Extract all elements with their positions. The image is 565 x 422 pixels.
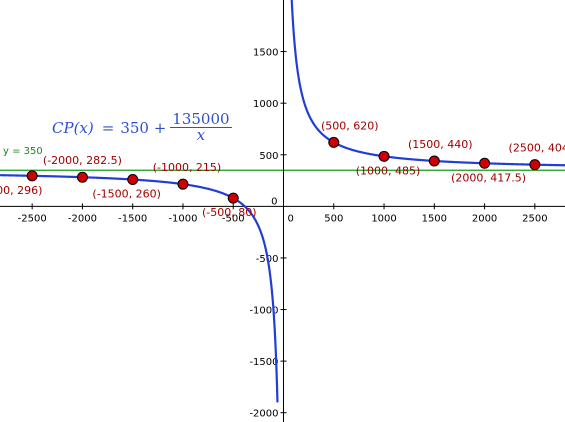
- points-layer: (-2500, 296) (-2000, 282.5) (-1500, 260) (-…: [0, 119, 565, 219]
- x-tick-label: -500: [222, 213, 245, 224]
- data-point-label: (-2500, 296): [0, 184, 42, 197]
- x-tick-label: 2000: [472, 213, 497, 224]
- x-tick-label: 2500: [522, 213, 547, 224]
- curve-layer: [0, 0, 565, 403]
- data-point: [76, 171, 88, 183]
- x-tick-label: 1000: [371, 213, 396, 224]
- formula-numerator: 135000: [170, 110, 232, 128]
- data-point: [479, 157, 491, 169]
- data-point-label: (500, 620): [321, 119, 379, 132]
- x-tick-label: 0: [288, 213, 294, 224]
- data-point-label: (2000, 417.5): [451, 171, 526, 184]
- data-point: [177, 178, 189, 190]
- data-point: [26, 170, 38, 182]
- y-tick-label: 1000: [253, 99, 278, 110]
- formula-fraction: 135000 x: [170, 110, 232, 144]
- data-point: [328, 136, 340, 148]
- data-point-label: (-2000, 282.5): [43, 154, 122, 167]
- x-tick-label: -1500: [118, 213, 147, 224]
- y-tick-label: 0: [271, 196, 277, 207]
- y-tick-label: -2000: [249, 409, 278, 420]
- data-point-label: (-500, 80): [202, 206, 257, 219]
- data-point: [529, 159, 541, 171]
- x-tick-label: 500: [324, 213, 343, 224]
- data-point-label: (2500, 404): [509, 142, 565, 155]
- x-tick-label: -1000: [168, 213, 197, 224]
- y-tick-label: -1500: [249, 357, 278, 368]
- y-tick-label: 500: [259, 151, 278, 162]
- x-tick-label: -2500: [18, 213, 47, 224]
- data-point: [227, 192, 239, 204]
- y-tick-label: 1500: [253, 48, 278, 59]
- x-tick-label: -2000: [68, 213, 97, 224]
- data-point-label: (1000, 485): [356, 164, 421, 177]
- formula-equals: =: [101, 118, 115, 137]
- asymptote-label: y = 350: [3, 146, 43, 157]
- x-tick-label: 1500: [422, 213, 447, 224]
- asymptote-layer: y = 350: [0, 146, 565, 171]
- data-point-label: (1500, 440): [408, 138, 473, 151]
- data-point: [428, 155, 440, 167]
- data-point: [378, 150, 390, 162]
- function-formula: CP(x) = 350 + 135000 x: [52, 112, 232, 143]
- data-point: [127, 174, 139, 186]
- formula-denominator: x: [196, 126, 206, 144]
- data-point-label: (-1500, 260): [92, 188, 161, 201]
- formula-lhs: CP(x): [52, 118, 94, 137]
- formula-constant: 350 +: [120, 118, 167, 137]
- data-point-label: (-1000, 215): [153, 161, 222, 174]
- y-tick-label: -1000: [249, 306, 278, 317]
